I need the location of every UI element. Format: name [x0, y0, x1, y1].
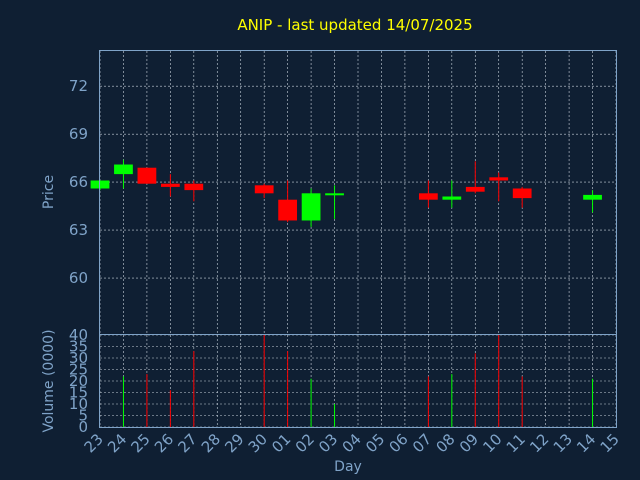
candle-body: [583, 194, 602, 200]
day-tick-label: 26: [151, 430, 177, 456]
candle-body: [160, 183, 180, 187]
day-tick-label: 27: [174, 430, 200, 456]
day-tick-label: 11: [503, 430, 529, 456]
day-axis-label: Day: [334, 459, 362, 475]
price-tick-label: 60: [69, 269, 88, 287]
day-tick-label: 01: [268, 430, 294, 456]
day-tick-label: 10: [479, 430, 505, 456]
volume-plot-frame: [99, 334, 617, 428]
chart-title: ANIP - last updated 14/07/2025: [237, 16, 472, 34]
day-tick-label: 02: [292, 430, 318, 456]
day-tick-label: 29: [221, 430, 247, 456]
volume-tick-label: 10: [69, 395, 88, 413]
candle-body: [184, 183, 204, 191]
day-tick-label: 05: [362, 430, 388, 456]
day-tick-label: 30: [245, 430, 271, 456]
day-tick-label: 03: [315, 430, 341, 456]
price-tick-label: 66: [69, 173, 88, 191]
candle-body: [442, 196, 462, 200]
candle-body: [418, 193, 438, 200]
price-tick-label: 69: [69, 125, 88, 143]
candle-body: [254, 185, 274, 194]
candle-body: [278, 199, 298, 221]
candle-body: [325, 193, 344, 196]
price-axis-ticks: 60 63 66 69 72: [69, 77, 88, 287]
candle-body: [137, 167, 157, 184]
volume-tick-label: 20: [69, 372, 88, 390]
volume-axis-label: Volume (0000): [41, 329, 57, 432]
day-tick-label: 14: [573, 430, 599, 456]
day-tick-label: 04: [339, 430, 365, 456]
price-tick-label: 63: [69, 221, 88, 239]
day-tick-label: 06: [386, 430, 412, 456]
price-grid: [99, 51, 617, 334]
volume-tick-label: 5: [78, 407, 88, 425]
day-tick-label: 15: [597, 430, 623, 456]
volume-tick-label: 40: [69, 326, 88, 344]
day-tick-label: 12: [526, 430, 552, 456]
price-axis-label: Price: [41, 175, 57, 209]
day-tick-label: 24: [104, 430, 130, 456]
volume-bars: [122, 335, 594, 427]
day-tick-label: 07: [409, 430, 435, 456]
volume-grid: [99, 334, 617, 428]
day-tick-label: 28: [198, 430, 224, 456]
candle-body: [114, 164, 133, 175]
price-tick-label: 72: [69, 77, 88, 95]
candle-body: [512, 188, 532, 199]
candle-body: [489, 177, 509, 181]
volume-tick-label: 15: [69, 384, 88, 402]
price-candles: [90, 159, 602, 227]
day-tick-label: 25: [128, 430, 154, 456]
volume-tick-label: 25: [69, 361, 88, 379]
day-axis-ticks: 2324252627282930010203040506070809101112…: [81, 430, 623, 456]
day-tick-label: 08: [432, 430, 458, 456]
volume-tick-label: 0: [78, 418, 88, 436]
candle-body: [301, 193, 321, 221]
volume-tick-label: 30: [69, 349, 88, 367]
day-tick-label: 09: [456, 430, 482, 456]
volume-tick-label: 35: [69, 338, 88, 356]
candle-body: [465, 186, 485, 192]
day-tick-label: 13: [550, 430, 576, 456]
